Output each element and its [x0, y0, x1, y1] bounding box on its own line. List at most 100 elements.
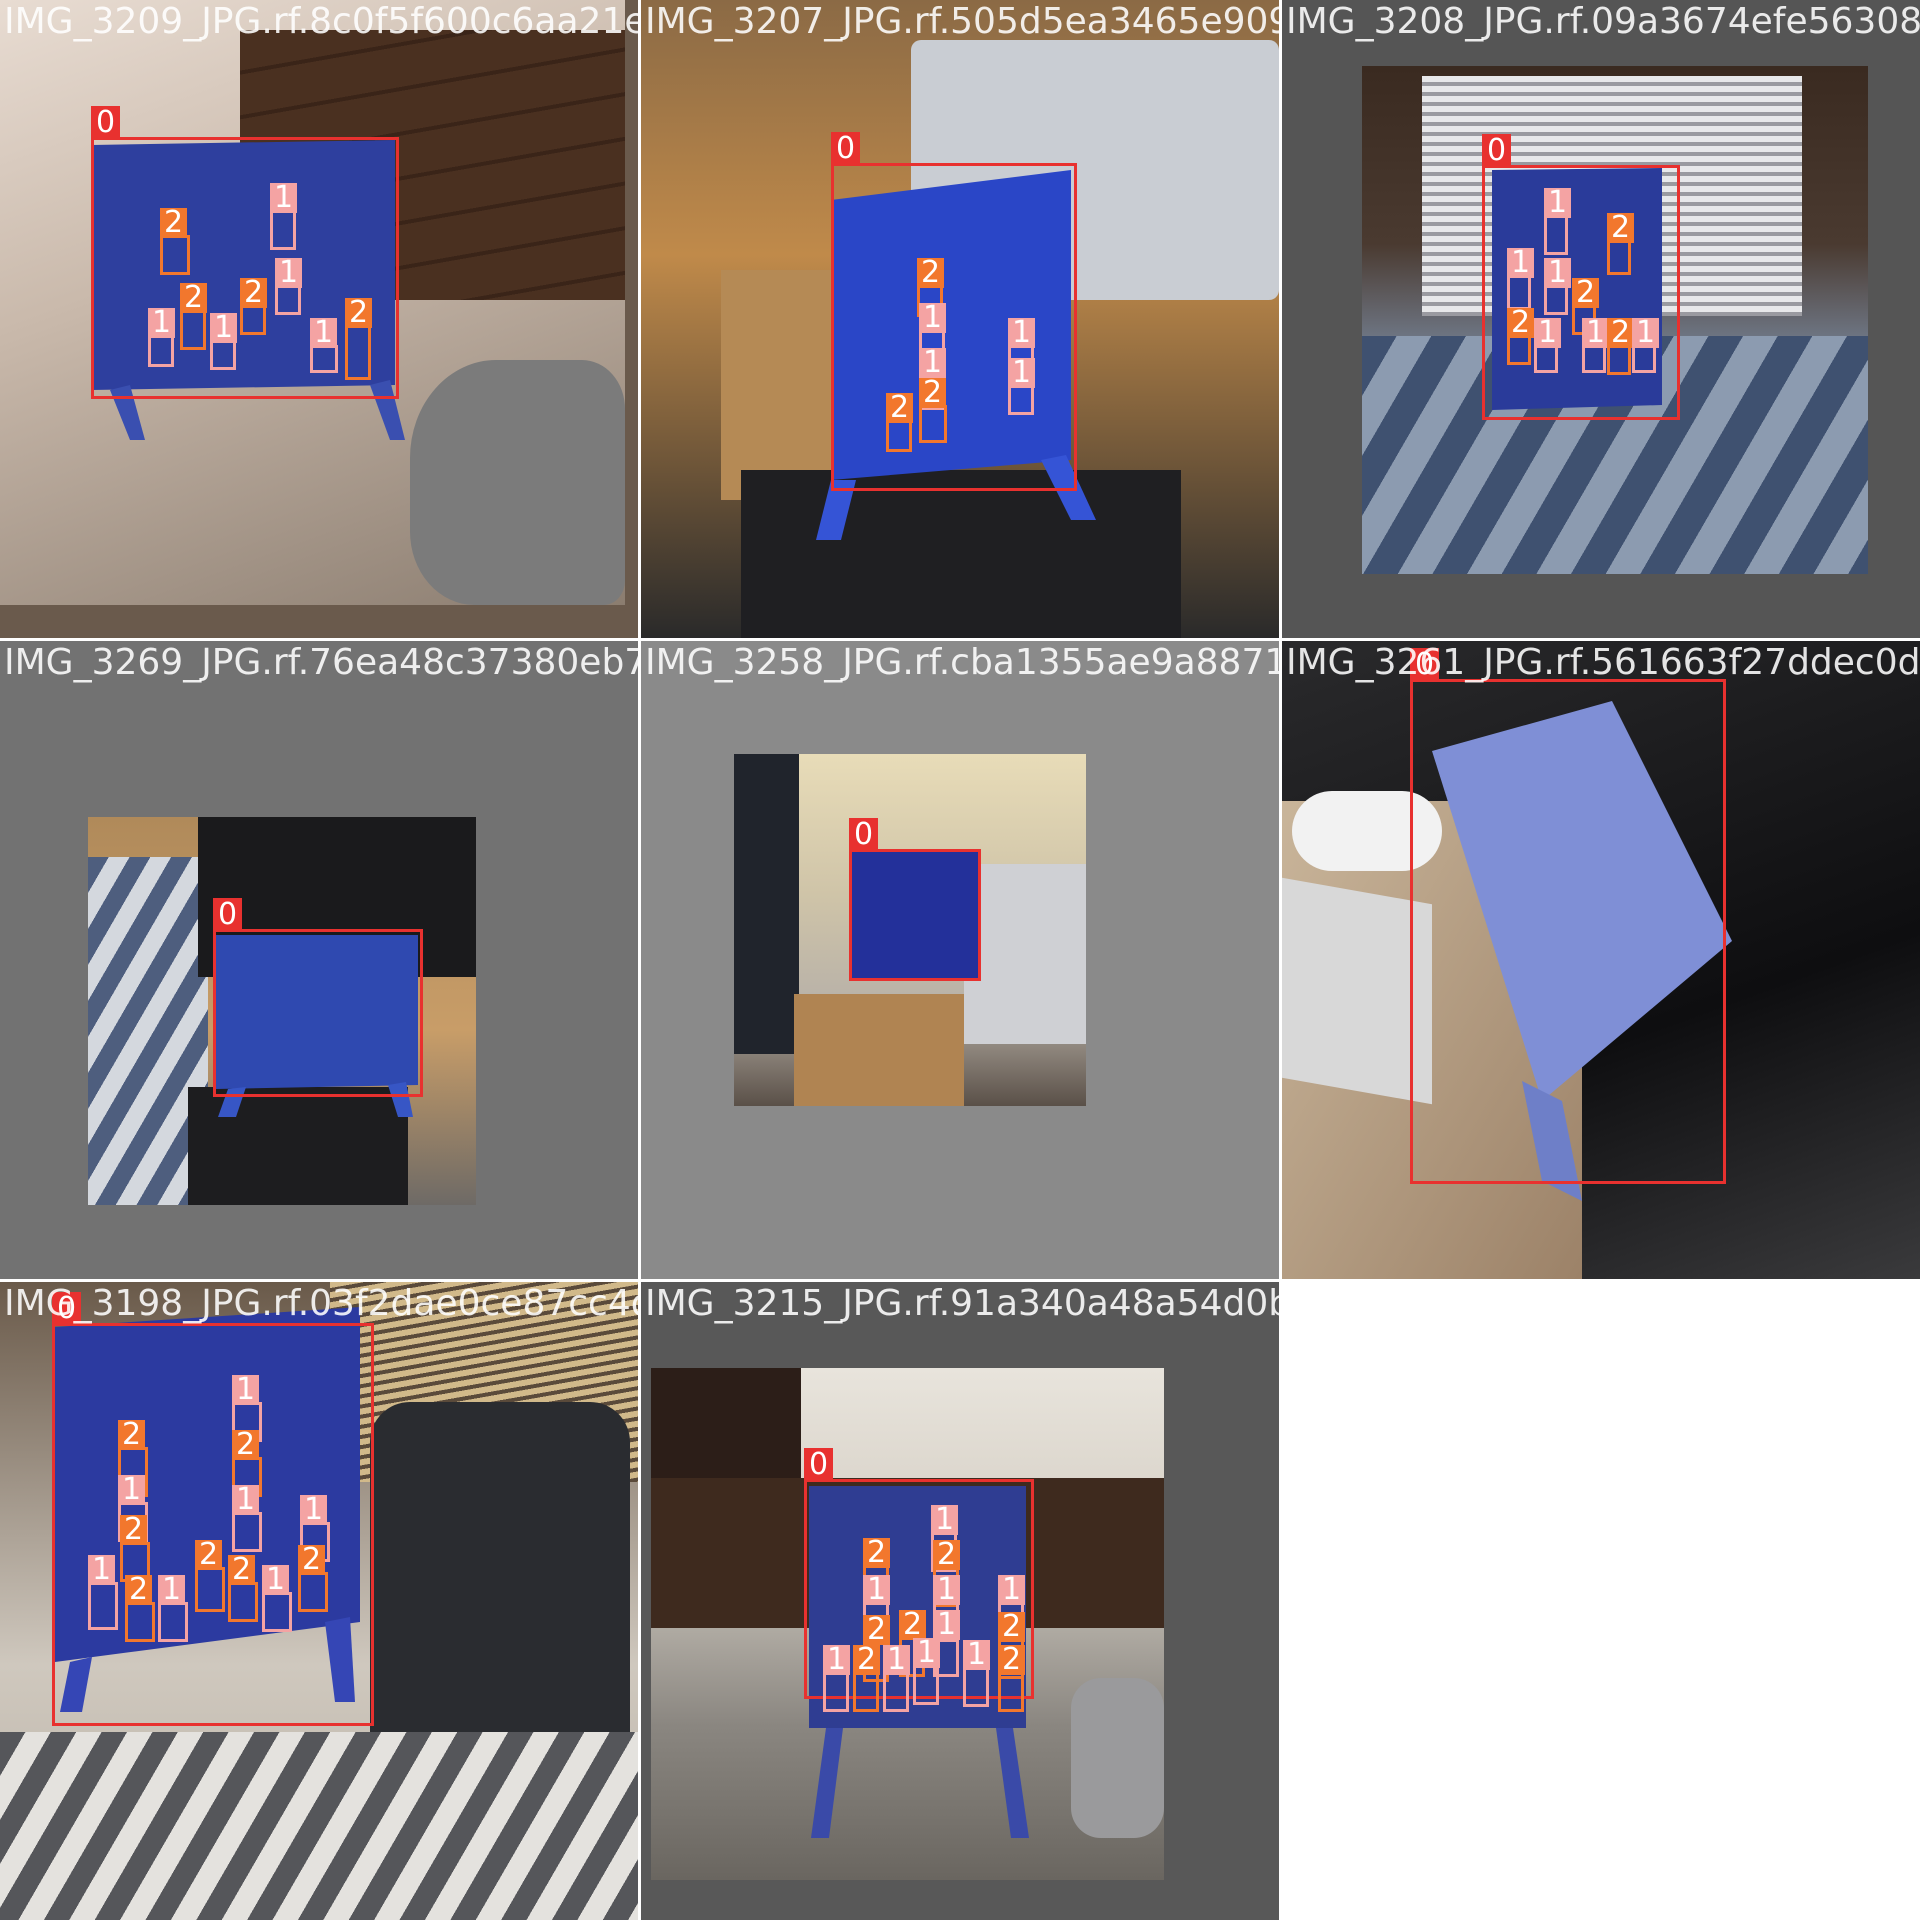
piece-label: 1 [1544, 258, 1572, 288]
photo [734, 754, 1086, 1106]
mosaic-tile-6: 0 IMG_3261_JPG.rf.561663f27ddec0d8 [1282, 641, 1920, 1279]
piece-box-player2: 2 [1607, 318, 1635, 375]
piece-label: 1 [963, 1640, 991, 1670]
bed-sheet [0, 1732, 638, 1920]
mosaic-tile-2: 0 2 1 1 2 2 1 1 IMG_3207_JPG.rf.505d5ea3… [641, 0, 1279, 638]
piece-box-player2: 2 [853, 1645, 881, 1712]
piece-label: 2 [917, 258, 945, 288]
image-filename: IMG_3258_JPG.rf.cba1355ae9a8871 [645, 642, 1279, 683]
piece-label: 1 [1534, 318, 1562, 348]
piece-label: 1 [88, 1555, 116, 1585]
piece-box-player1: 1 [883, 1645, 911, 1712]
piece-label: 1 [300, 1495, 328, 1525]
piece-label: 1 [232, 1485, 260, 1515]
piece-label: 2 [919, 378, 947, 408]
mosaic-tile-1: 0 1 2 2 1 1 2 1 1 2 IMG_3209_JPG.rf.8c0f… [0, 0, 638, 638]
piece-box-player1: 1 [158, 1575, 188, 1642]
piece-label: 2 [345, 298, 373, 328]
shoe [410, 360, 625, 605]
piece-box-player1: 1 [310, 318, 338, 373]
piece-box-player1: 1 [270, 183, 298, 250]
board-class-label: 0 [831, 132, 861, 166]
piece-box-player2: 2 [298, 1545, 328, 1612]
piece-box-player2: 2 [933, 1540, 961, 1607]
piece-box-player1: 1 [963, 1640, 991, 1707]
mosaic-tile-7: 0 2 1 2 1 2 1 2 1 2 1 2 1 1 2 IMG_3198_J… [0, 1282, 638, 1920]
piece-label: 2 [120, 1515, 148, 1545]
mosaic-tile-3: 0 1 2 1 1 2 2 1 1 2 1 IMG_3208_JPG.rf.09… [1282, 0, 1920, 638]
piece-box-player1: 1 [913, 1638, 941, 1705]
piece-label: 1 [933, 1610, 961, 1640]
mosaic-tile-8: 0 1 2 2 1 1 1 2 2 1 2 1 2 1 1 1 2 IMG_32… [641, 1282, 1279, 1920]
piece-label: 2 [240, 278, 268, 308]
piece-box-player2: 2 [886, 393, 914, 452]
piece-label: 2 [899, 1610, 927, 1640]
piece-label: 2 [232, 1430, 260, 1460]
board-detection-box: 0 [849, 818, 981, 981]
piece-box-player1: 1 [148, 308, 176, 367]
piece-label: 1 [1632, 318, 1660, 348]
board-class-label: 0 [213, 898, 243, 932]
mosaic-tile-5: 0 IMG_3258_JPG.rf.cba1355ae9a8871 [641, 641, 1279, 1279]
piece-label: 2 [298, 1545, 326, 1575]
piece-box-player2: 2 [240, 278, 268, 335]
piece-label: 1 [1544, 188, 1572, 218]
piece-label: 2 [998, 1645, 1026, 1675]
piece-label: 1 [919, 303, 947, 333]
piece-label: 1 [148, 308, 176, 338]
piece-label: 1 [998, 1575, 1026, 1605]
piece-label: 2 [863, 1615, 891, 1645]
piece-box-player2: 2 [998, 1645, 1026, 1712]
piece-box-player2: 2 [917, 258, 945, 317]
piece-label: 2 [195, 1540, 223, 1570]
piece-label: 2 [933, 1540, 961, 1570]
piece-label: 1 [913, 1638, 941, 1668]
mosaic-tile-4: 0 IMG_3269_JPG.rf.76ea48c37380eb744 [0, 641, 638, 1279]
piece-box-player2: 2 [228, 1555, 258, 1622]
piece-label: 1 [210, 313, 238, 343]
piece-label: 1 [883, 1645, 911, 1675]
board-detection-box: 0 [804, 1448, 1034, 1699]
photo [88, 817, 476, 1205]
piece-box-player1: 1 [88, 1555, 118, 1630]
piece-box-player2: 2 [180, 283, 208, 350]
piece-box-player1: 1 [823, 1645, 851, 1712]
board-class-label: 0 [52, 1292, 82, 1326]
piece-label: 1 [275, 258, 303, 288]
piece-box-player1: 1 [1008, 358, 1036, 415]
game-controller [1292, 791, 1442, 871]
piece-box-player1: 1 [931, 1505, 959, 1572]
cardboard-box [794, 994, 964, 1106]
image-filename: IMG_3198_JPG.rf.03f2dae0ce87cc4d1f1a2 [4, 1283, 638, 1324]
piece-box-player1: 1 [210, 313, 238, 370]
board-class-label: 0 [1482, 134, 1512, 168]
piece-label: 1 [1008, 318, 1036, 348]
piece-label: 2 [1572, 278, 1600, 308]
piece-label: 1 [931, 1505, 959, 1535]
piece-box-player1: 1 [1544, 258, 1572, 315]
piece-label: 2 [1507, 308, 1535, 338]
piece-box-player1: 1 [262, 1565, 292, 1632]
piece-box-player1: 1 [1534, 318, 1562, 373]
piece-label: 2 [160, 208, 188, 238]
image-filename: IMG_3207_JPG.rf.505d5ea3465e9090bd13208 [645, 1, 1279, 42]
piece-label: 1 [863, 1575, 891, 1605]
image-filename: IMG_3269_JPG.rf.76ea48c37380eb744 [4, 642, 638, 683]
piece-label: 2 [853, 1645, 881, 1675]
piece-label: 1 [118, 1475, 146, 1505]
board-class-label: 0 [849, 818, 879, 852]
piece-label: 1 [1582, 318, 1610, 348]
piece-box-player1: 1 [232, 1485, 262, 1552]
piece-box-player1: 1 [1507, 248, 1535, 310]
piece-box-player2: 2 [1507, 308, 1535, 365]
piece-label: 1 [823, 1645, 851, 1675]
piece-label: 2 [118, 1420, 146, 1450]
connect-four-board [1432, 701, 1732, 1201]
piece-label: 1 [933, 1575, 961, 1605]
piece-box-player2: 2 [899, 1610, 927, 1677]
piece-box-player1: 1 [275, 258, 303, 315]
bed [964, 864, 1086, 1044]
piece-label: 1 [270, 183, 298, 213]
board-detection-box: 0 [831, 132, 1077, 491]
piece-box-player2: 2 [1572, 278, 1600, 335]
